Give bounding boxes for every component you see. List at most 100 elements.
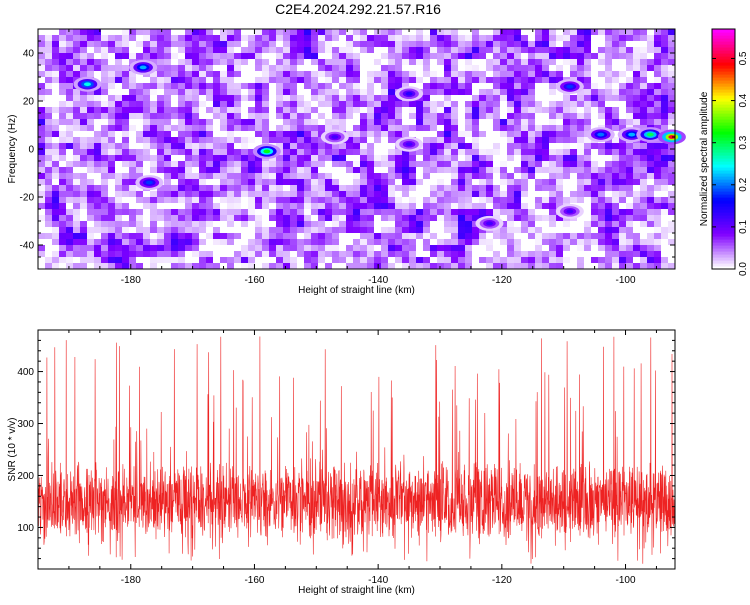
heatmap-cell (143, 83, 151, 90)
heatmap-cell (283, 221, 291, 228)
heatmap-cell (213, 233, 221, 240)
heatmap-cell (297, 83, 305, 90)
heatmap-cell (668, 245, 676, 252)
heatmap-cell (584, 179, 592, 186)
heatmap-cell (633, 167, 641, 174)
heatmap-cell (241, 137, 249, 144)
heatmap-cell (87, 263, 95, 270)
heatmap-cell (416, 161, 424, 168)
heatmap-cell (269, 41, 277, 48)
heatmap-cell (143, 257, 151, 264)
heatmap-cell (262, 101, 270, 108)
heatmap-cell (220, 239, 228, 246)
heatmap-cell (416, 125, 424, 132)
heatmap-cell (150, 95, 158, 102)
colorbar-step (712, 32, 735, 36)
heatmap-cell (619, 227, 627, 234)
heatmap-cell (241, 203, 249, 210)
heatmap-cell (542, 227, 550, 234)
heatmap-cell (241, 233, 249, 240)
heatmap-cell (199, 221, 207, 228)
heatmap-cell (276, 125, 284, 132)
heatmap-cell (521, 53, 529, 60)
heatmap-cell (472, 41, 480, 48)
heatmap-cell (619, 107, 627, 114)
heatmap-cell (591, 53, 599, 60)
heatmap-cell (423, 71, 431, 78)
heatmap-cell (52, 65, 60, 72)
heatmap-cell (199, 113, 207, 120)
heatmap-cell (409, 179, 417, 186)
heatmap-cell (381, 257, 389, 264)
heatmap-cell (388, 143, 396, 150)
heatmap-cell (416, 185, 424, 192)
heatmap-cell (171, 227, 179, 234)
heatmap-cell (416, 227, 424, 234)
heatmap-cell (164, 101, 172, 108)
heatmap-cell (304, 155, 312, 162)
heatmap-cell (283, 125, 291, 132)
heatmap-cell (640, 113, 648, 120)
heatmap-cell (647, 59, 655, 66)
heatmap-cell (108, 47, 116, 54)
heatmap-cell (178, 209, 186, 216)
heatmap-cell (381, 263, 389, 270)
heatmap-cell (486, 209, 494, 216)
heatmap-cell (570, 35, 578, 42)
heatmap-cell (409, 197, 417, 204)
heatmap-cell (374, 167, 382, 174)
heatmap-cell (458, 77, 466, 84)
heatmap-cell (549, 215, 557, 222)
heatmap-cell (619, 125, 627, 132)
heatmap-cell (185, 71, 193, 78)
heatmap-cell (626, 203, 634, 210)
heatmap-cell (171, 83, 179, 90)
heatmap-cell (640, 185, 648, 192)
heatmap-cell (437, 137, 445, 144)
heatmap-cell (465, 119, 473, 126)
heatmap-cell (353, 65, 361, 72)
heatmap-cell (192, 65, 200, 72)
heatmap-cell (332, 143, 340, 150)
heatmap-cell (241, 113, 249, 120)
heatmap-cell (297, 185, 305, 192)
heatmap-cell (304, 221, 312, 228)
heatmap-cell (619, 119, 627, 126)
heatmap-cell (563, 221, 571, 228)
heatmap-cell (101, 65, 109, 72)
heatmap-cell (563, 65, 571, 72)
heatmap-cell (262, 107, 270, 114)
heatmap-cell (276, 101, 284, 108)
heatmap-cell (598, 53, 606, 60)
heatmap-cell (570, 65, 578, 72)
heatmap-cell (374, 65, 382, 72)
heatmap-cell (584, 29, 592, 36)
heatmap-cell (255, 59, 263, 66)
heatmap-cell (493, 41, 501, 48)
heatmap-cell (248, 35, 256, 42)
heatmap-cell (549, 233, 557, 240)
heatmap-cell (150, 47, 158, 54)
heatmap-cell (486, 137, 494, 144)
heatmap-cell (409, 47, 417, 54)
heatmap-cell (556, 131, 564, 138)
heatmap-cell (248, 131, 256, 138)
heatmap-cell (598, 149, 606, 156)
heatmap-cell (171, 131, 179, 138)
heatmap-cell (514, 227, 522, 234)
heatmap-cell (472, 173, 480, 180)
heatmap-cell (479, 53, 487, 60)
heatmap-cell (199, 149, 207, 156)
heatmap-cell (374, 83, 382, 90)
heatmap-cell (178, 29, 186, 36)
heatmap-cell (234, 209, 242, 216)
heatmap-cell (472, 83, 480, 90)
heatmap-cell (311, 77, 319, 84)
heatmap-cell (136, 155, 144, 162)
heatmap-cell (234, 59, 242, 66)
heatmap-cell (423, 89, 431, 96)
heatmap-cell (591, 29, 599, 36)
heatmap-cell (290, 125, 298, 132)
heatmap-cell (220, 185, 228, 192)
heatmap-cell (38, 149, 46, 156)
